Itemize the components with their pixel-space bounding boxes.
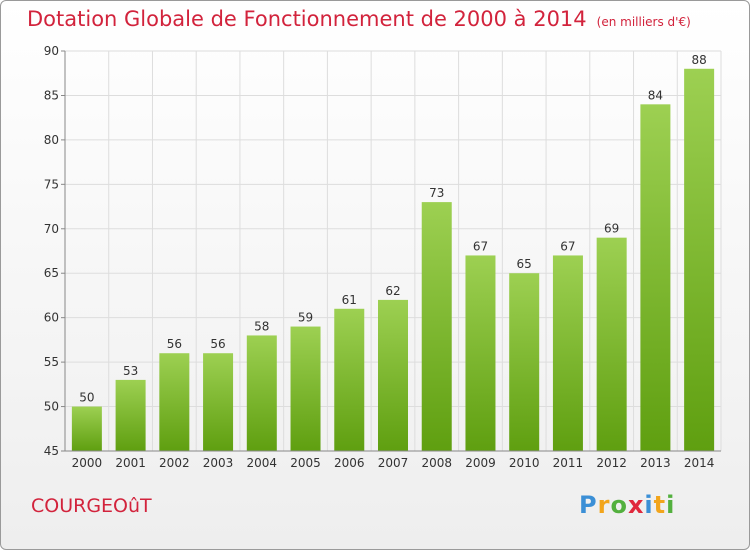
bar-value-label: 58	[254, 319, 269, 333]
bar-value-label: 88	[691, 53, 706, 67]
commune-name: COURGEOûT	[31, 495, 152, 517]
bar	[552, 255, 583, 451]
bar	[465, 255, 496, 451]
y-tick-label: 75	[44, 177, 59, 191]
y-tick-label: 55	[44, 355, 59, 369]
bar	[378, 299, 408, 451]
bar	[115, 379, 146, 451]
bar	[684, 68, 715, 452]
logo-letter: o	[610, 491, 628, 519]
bars: 50 53 56 56 58 59 61 62 73 67 65 67 69 84 88	[71, 53, 715, 452]
bar	[509, 273, 540, 451]
x-tick-label: 2002	[159, 456, 190, 470]
bar	[334, 308, 365, 451]
x-tick-label: 2001	[115, 456, 146, 470]
y-tick-label: 65	[44, 266, 59, 280]
y-tick-label: 90	[44, 44, 59, 58]
bar	[159, 353, 190, 451]
y-tick-label: 70	[44, 222, 59, 236]
x-tick-label: 2011	[553, 456, 584, 470]
logo-letter: t	[653, 491, 667, 519]
bar-value-label: 84	[648, 88, 663, 102]
x-tick-label: 2008	[421, 456, 452, 470]
x-tick-label: 2012	[596, 456, 627, 470]
x-tick-label: 2014	[684, 456, 715, 470]
x-tick-label: 2007	[378, 456, 409, 470]
bar-value-label: 50	[79, 391, 94, 405]
y-tick-label: 85	[44, 88, 59, 102]
bar-value-label: 61	[342, 293, 357, 307]
bar	[640, 104, 671, 451]
chart-subtitle: (en milliers d'€)	[596, 15, 691, 29]
bar-value-label: 56	[167, 337, 182, 351]
bar-value-label: 56	[210, 337, 225, 351]
bar	[246, 335, 277, 451]
bar	[596, 237, 627, 451]
x-tick-label: 2013	[640, 456, 671, 470]
axes: 45 50 55 60 65 70 75 80 85 90 2000 2001 2002 2003 2004…	[44, 44, 721, 470]
bar	[290, 326, 321, 451]
logo-letter: r	[597, 491, 611, 519]
bar	[203, 353, 234, 451]
bar	[421, 202, 452, 451]
y-tick-label: 50	[44, 400, 59, 414]
bar-value-label: 59	[298, 311, 313, 325]
bar-value-label: 67	[473, 239, 488, 253]
chart-title-text: Dotation Globale de Fonctionnement de 20…	[27, 7, 587, 31]
logo-letter: P	[579, 491, 598, 519]
bar	[71, 406, 102, 451]
x-tick-label: 2006	[334, 456, 365, 470]
logo-letter: x	[627, 491, 645, 519]
bar-value-label: 53	[123, 364, 138, 378]
y-tick-label: 60	[44, 311, 59, 325]
bar-value-label: 73	[429, 186, 444, 200]
x-tick-label: 2009	[465, 456, 496, 470]
y-tick-label: 80	[44, 133, 59, 147]
y-tick-label: 45	[44, 444, 59, 458]
bar-value-label: 69	[604, 222, 619, 236]
bar-value-label: 62	[385, 284, 400, 298]
x-tick-label: 2004	[247, 456, 278, 470]
bar-value-label: 67	[560, 239, 575, 253]
logo-letter: i	[644, 491, 654, 519]
bar-value-label: 65	[517, 257, 532, 271]
proxiti-logo[interactable]: Proxiti	[579, 491, 675, 519]
x-tick-label: 2003	[203, 456, 234, 470]
x-tick-label: 2005	[290, 456, 321, 470]
chart-title: Dotation Globale de Fonctionnement de 20…	[27, 7, 691, 31]
x-tick-label: 2000	[72, 456, 103, 470]
logo-letter: i	[666, 491, 676, 519]
x-tick-label: 2010	[509, 456, 540, 470]
